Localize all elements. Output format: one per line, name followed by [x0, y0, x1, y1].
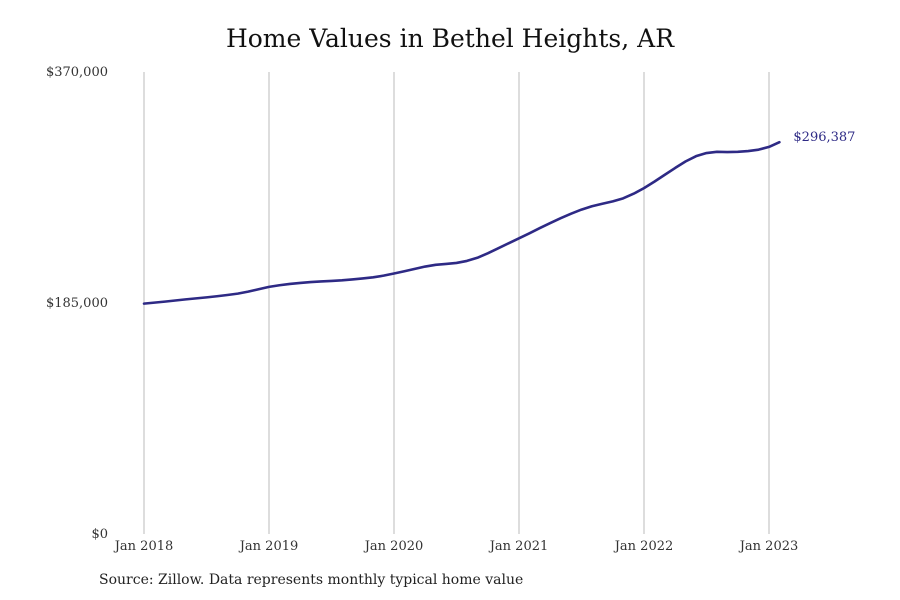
- y-tick-label: $370,000: [46, 65, 108, 80]
- series-layer: [142, 140, 781, 305]
- x-tick-label: Jan 2018: [113, 539, 174, 554]
- x-axis-tick-labels: Jan 2018 Jan 2019 Jan 2020 Jan 2021 Jan 2022…: [113, 539, 799, 554]
- x-tick-label: Jan 2021: [488, 539, 549, 554]
- x-tick-label: Jan 2023: [738, 539, 799, 554]
- chart-title: Home Values in Bethel Heights, AR: [225, 24, 675, 53]
- data-labels: $296,387: [793, 130, 855, 145]
- x-tick-label: Jan 2019: [238, 539, 299, 554]
- series-line: [142, 140, 781, 305]
- y-tick-label: $185,000: [46, 296, 108, 311]
- y-tick-label: $0: [91, 527, 108, 542]
- x-tick-label: Jan 2022: [613, 539, 674, 554]
- grid-lines: [143, 72, 770, 534]
- y-axis-tick-labels: $0 $185,000 $370,000: [46, 65, 108, 542]
- x-tick-label: Jan 2020: [363, 539, 424, 554]
- source-note: Source: Zillow. Data represents monthly …: [99, 572, 524, 588]
- end-value-label: $296,387: [793, 130, 855, 145]
